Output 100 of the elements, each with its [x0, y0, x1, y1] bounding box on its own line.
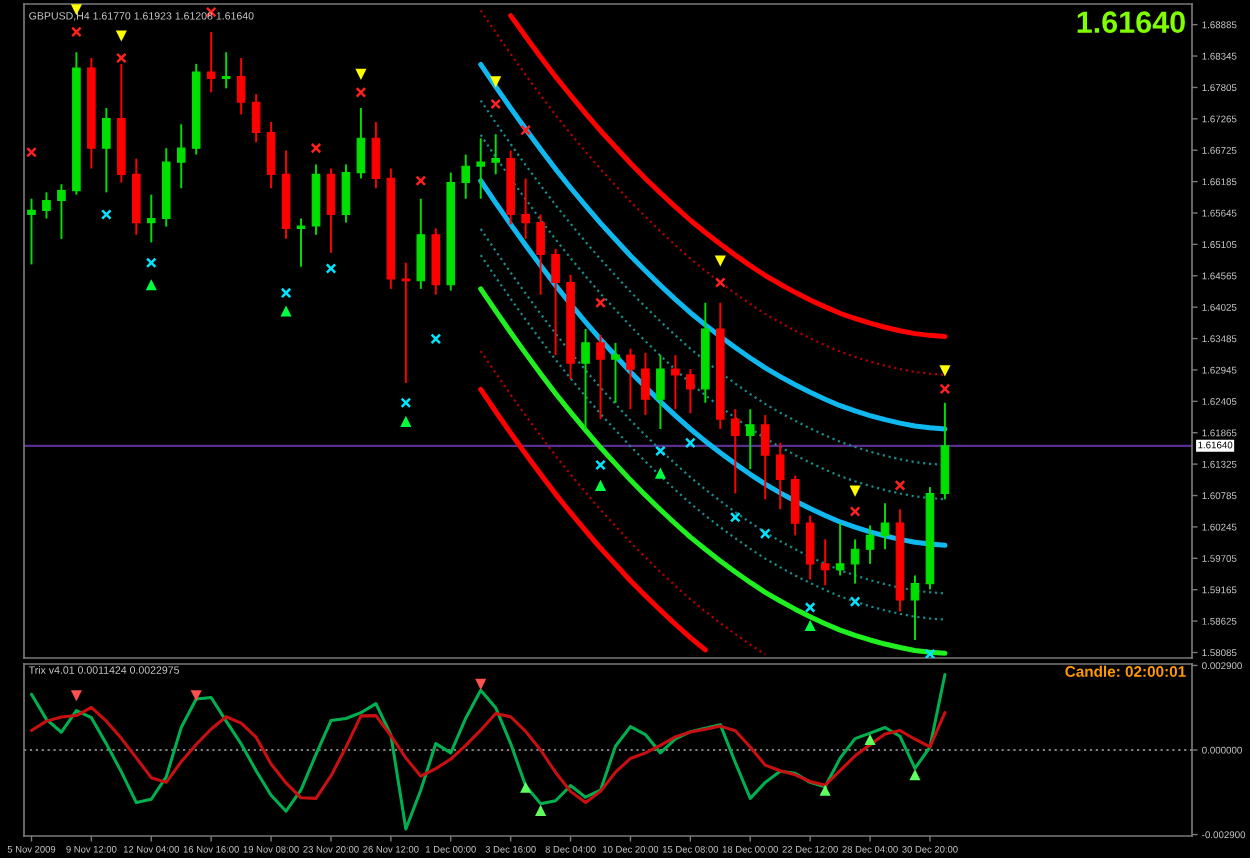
candlestick — [671, 354, 680, 411]
candlestick — [236, 57, 246, 116]
candlestick — [371, 121, 381, 190]
candlestick — [835, 522, 845, 577]
candlestick — [401, 261, 411, 384]
candlestick — [521, 177, 530, 240]
candlestick — [626, 347, 635, 411]
point — [804, 619, 816, 631]
line-series — [479, 133, 947, 501]
point — [654, 467, 666, 479]
candlestick — [491, 133, 500, 176]
point — [26, 146, 37, 158]
point — [115, 52, 127, 64]
candlestick — [641, 351, 650, 416]
candlestick — [745, 408, 755, 471]
point — [819, 784, 831, 796]
candlestick — [57, 183, 66, 240]
candlestick — [686, 368, 695, 415]
point — [654, 445, 666, 457]
point — [535, 804, 547, 816]
line-series — [478, 386, 708, 653]
candlestick — [730, 408, 740, 495]
point — [70, 26, 82, 38]
point — [894, 479, 906, 491]
candlestick — [251, 93, 261, 144]
point — [355, 86, 367, 98]
line-series — [29, 672, 947, 831]
point — [849, 506, 861, 517]
point — [924, 648, 936, 658]
candlestick — [551, 247, 560, 357]
candlestick — [775, 441, 785, 511]
point — [804, 602, 816, 613]
candlestick — [206, 30, 216, 94]
point — [115, 30, 127, 42]
candlestick — [27, 197, 36, 266]
candlestick — [341, 163, 351, 224]
point — [475, 678, 487, 690]
candlestick — [146, 193, 156, 244]
point — [325, 263, 337, 274]
point — [490, 76, 502, 88]
line-series — [478, 286, 948, 656]
point — [909, 769, 921, 781]
point — [400, 415, 412, 427]
candlestick — [596, 333, 605, 421]
point — [490, 98, 502, 110]
point — [190, 690, 202, 702]
point — [939, 383, 951, 395]
candlestick — [102, 107, 111, 194]
candlestick — [850, 538, 860, 585]
candlestick — [760, 414, 770, 501]
point — [280, 287, 292, 299]
candlestick — [790, 474, 800, 537]
candlestick — [865, 524, 875, 565]
point — [415, 175, 427, 187]
point — [714, 255, 726, 267]
point — [100, 209, 112, 220]
candlestick — [611, 341, 620, 404]
point — [729, 511, 741, 523]
candlestick — [805, 514, 815, 581]
point — [430, 333, 442, 345]
point — [595, 297, 606, 309]
line-series — [508, 13, 948, 340]
candlestick — [176, 123, 186, 190]
point — [849, 485, 861, 497]
point — [939, 365, 951, 377]
annotation: 1.61640 — [1077, 11, 1185, 33]
candlestick — [416, 197, 426, 290]
candlestick — [221, 51, 231, 90]
candlestick — [356, 107, 366, 180]
candlestick — [326, 167, 336, 254]
point — [684, 437, 696, 449]
line-series — [478, 178, 948, 548]
point — [849, 596, 861, 608]
candlestick — [581, 328, 590, 430]
point — [759, 528, 771, 540]
point — [520, 781, 532, 793]
candlestick — [880, 502, 890, 551]
line-series — [478, 61, 948, 432]
point — [864, 733, 876, 746]
point — [310, 142, 322, 154]
candlestick — [656, 354, 665, 430]
point — [280, 305, 292, 317]
candlestick — [940, 401, 950, 501]
point — [595, 459, 606, 471]
line-series — [29, 705, 947, 804]
line-series — [479, 349, 767, 656]
point — [355, 68, 367, 80]
candlestick — [266, 121, 276, 190]
candlestick — [910, 574, 920, 641]
point — [145, 257, 157, 269]
point — [70, 690, 82, 702]
point — [520, 124, 532, 136]
point — [400, 397, 412, 409]
candlestick — [42, 191, 51, 220]
point — [714, 277, 726, 288]
candlestick — [536, 213, 545, 296]
candlestick — [820, 538, 830, 587]
candlestick — [296, 217, 306, 268]
point — [594, 479, 607, 491]
candlestick — [476, 137, 486, 200]
